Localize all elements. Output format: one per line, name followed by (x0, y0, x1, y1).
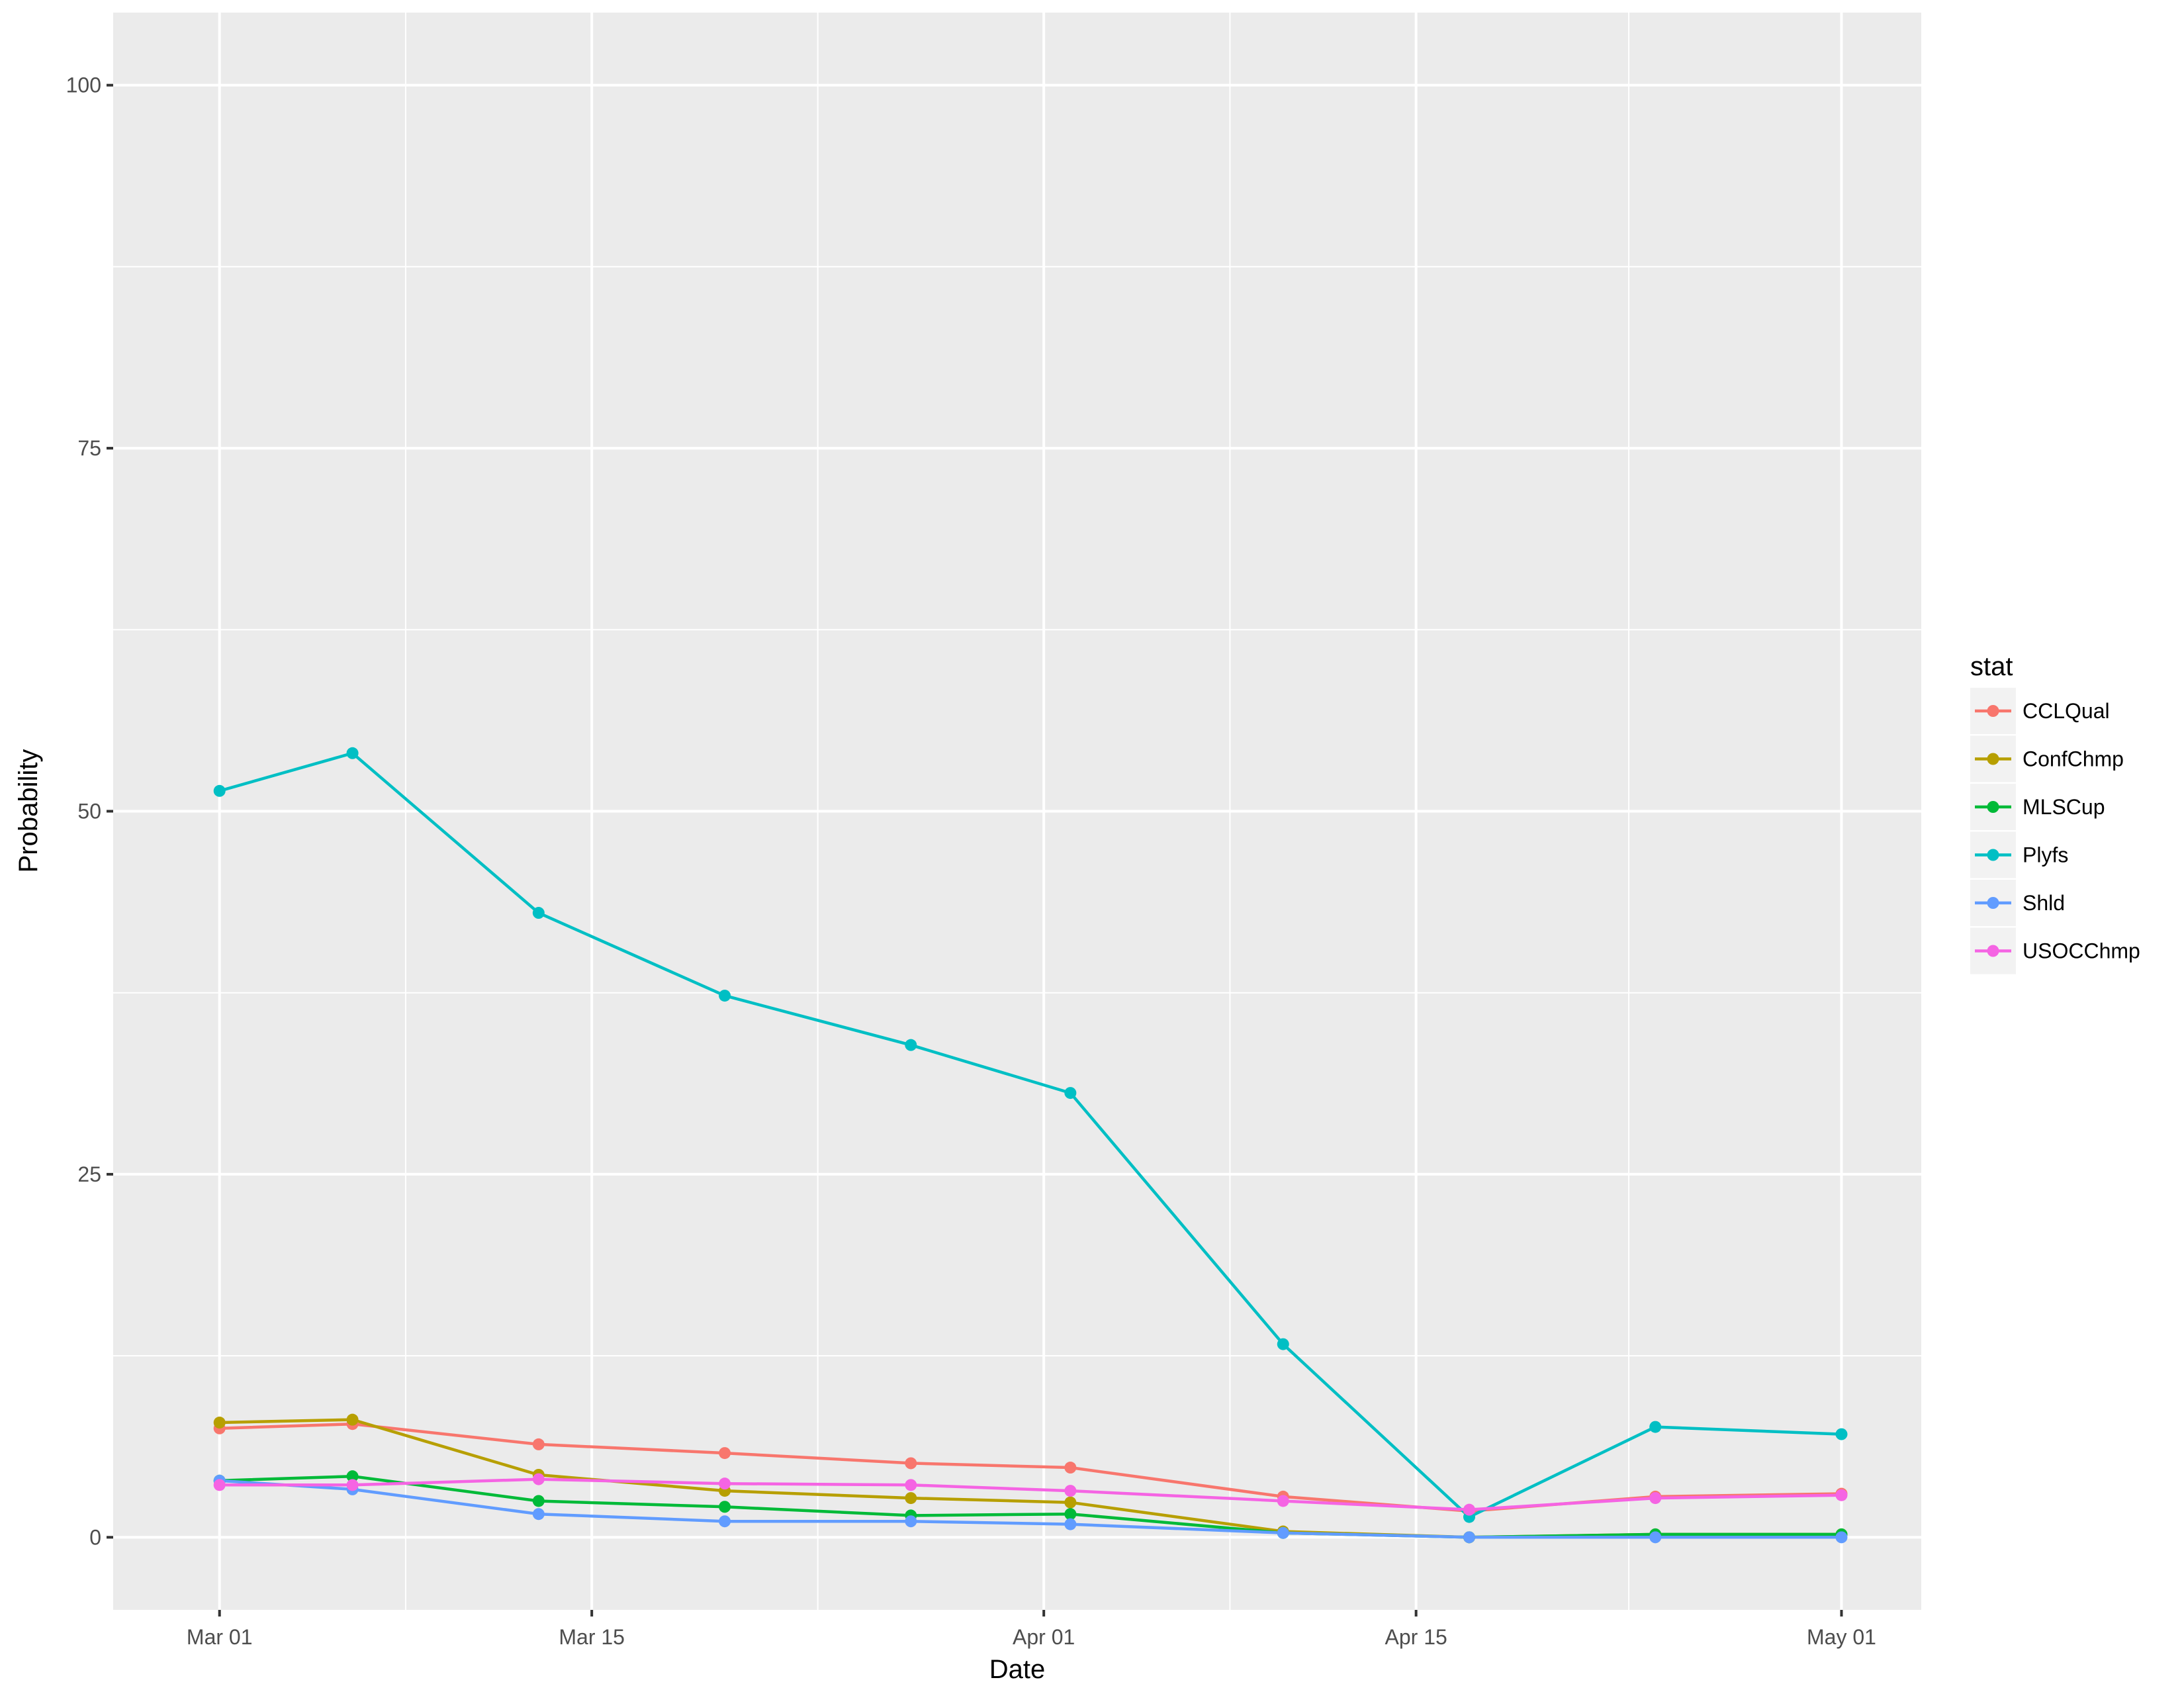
x-tick-label: Apr 15 (1385, 1625, 1447, 1649)
legend-key-point-usocchmp (1987, 945, 1999, 957)
legend-key-point-plyfs (1987, 849, 1999, 861)
data-point-plyfs (1649, 1421, 1662, 1433)
legend: stat CCLQual ConfChmp MLSCup Plyfs Shld USOCC… (1970, 652, 2140, 974)
legend-key-point-shld (1987, 897, 1999, 909)
data-point-mlscup (532, 1495, 545, 1507)
data-point-shld (532, 1508, 545, 1521)
y-tick-label: 75 (77, 436, 101, 460)
data-point-shld (1649, 1531, 1662, 1544)
y-tick-label: 25 (77, 1162, 101, 1186)
legend-label-usocchmp: USOCChmp (2023, 939, 2140, 963)
data-point-mlscup (719, 1501, 731, 1513)
data-point-shld (905, 1515, 917, 1528)
series-points (213, 747, 1848, 1544)
legend-label-cclqual: CCLQual (2023, 699, 2110, 723)
data-point-confchmp (346, 1413, 359, 1426)
data-point-usocchmp (1277, 1495, 1289, 1507)
series-line-usocchmp (219, 1477, 1842, 1511)
legend-label-mlscup: MLSCup (2023, 795, 2105, 819)
y-tick-label: 100 (66, 73, 101, 97)
x-tick-label: Mar 15 (559, 1625, 625, 1649)
legend-label-shld: Shld (2023, 891, 2065, 915)
data-point-usocchmp (532, 1473, 545, 1485)
y-axis: 0 25 50 75 100 (66, 73, 113, 1549)
series-line-plyfs (219, 751, 1842, 1519)
legend-key-point-mlscup (1987, 801, 1999, 813)
x-tick-label: May 01 (1807, 1625, 1876, 1649)
data-point-confchmp (1064, 1496, 1077, 1509)
major-gridlines (113, 13, 1921, 1610)
data-point-cclqual (1064, 1462, 1077, 1474)
legend-label-confchmp: ConfChmp (2023, 747, 2124, 771)
legend-label-plyfs: Plyfs (2023, 843, 2068, 867)
data-point-plyfs (719, 990, 731, 1002)
data-point-plyfs (1277, 1338, 1289, 1350)
legend-key-point-cclqual (1987, 705, 1999, 717)
data-point-usocchmp (213, 1479, 226, 1491)
data-point-plyfs (1064, 1087, 1077, 1100)
data-point-usocchmp (719, 1477, 731, 1490)
data-point-usocchmp (1064, 1485, 1077, 1497)
series-line-shld (219, 1479, 1842, 1539)
data-point-plyfs (905, 1039, 917, 1051)
data-point-mlscup (1064, 1508, 1077, 1521)
legend-key-point-confchmp (1987, 753, 1999, 765)
data-point-mlscup (346, 1470, 359, 1483)
series-lines (219, 751, 1842, 1539)
data-point-shld (719, 1515, 731, 1528)
legend-title: stat (1970, 652, 2013, 681)
data-point-confchmp (213, 1417, 226, 1429)
data-point-shld (1835, 1531, 1848, 1544)
data-point-cclqual (532, 1438, 545, 1450)
data-point-usocchmp (346, 1479, 359, 1491)
data-point-confchmp (905, 1492, 917, 1505)
data-point-shld (1463, 1531, 1475, 1544)
data-point-usocchmp (1463, 1503, 1475, 1516)
y-axis-title: Probability (14, 749, 43, 873)
x-axis: Mar 01 Mar 15 Apr 01 Apr 15 May 01 (187, 1610, 1876, 1649)
data-point-plyfs (346, 747, 359, 759)
data-point-shld (1064, 1518, 1077, 1530)
x-tick-label: Mar 01 (187, 1625, 253, 1649)
x-tick-label: Apr 01 (1013, 1625, 1075, 1649)
data-point-plyfs (532, 907, 545, 919)
data-point-plyfs (213, 784, 226, 797)
data-point-usocchmp (1649, 1492, 1662, 1505)
data-point-shld (1277, 1526, 1289, 1539)
data-point-plyfs (1835, 1428, 1848, 1440)
y-tick-label: 0 (89, 1525, 101, 1549)
x-axis-title: Date (989, 1655, 1046, 1684)
data-point-cclqual (905, 1457, 917, 1470)
data-point-usocchmp (905, 1479, 917, 1491)
data-point-cclqual (719, 1447, 731, 1460)
y-tick-label: 50 (77, 800, 101, 823)
data-point-usocchmp (1835, 1489, 1848, 1501)
